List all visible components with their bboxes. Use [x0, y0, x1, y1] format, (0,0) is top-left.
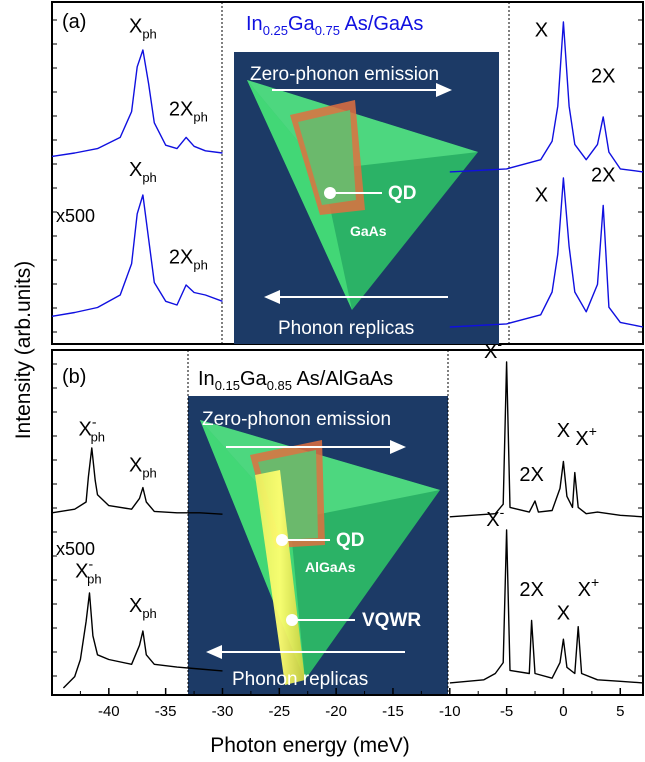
panel-b-peak-label: X-ph [75, 556, 101, 587]
panel-b-peak-label: X+ [578, 574, 600, 601]
x-tick-label: 0 [559, 703, 567, 720]
panel-a-scale-label: x500 [56, 206, 95, 226]
panel-b-series-right-upper [449, 361, 644, 518]
panel-a-matrix-label: GaAs [350, 223, 387, 239]
x-tick-label: -5 [500, 703, 513, 720]
x-tick-label: -25 [268, 703, 290, 720]
panel-a-series-left-lower [51, 194, 223, 317]
panel-b-qd-label: QD [336, 530, 365, 551]
y-axis-label: Intensity (arb.units) [12, 261, 35, 440]
panel-a-label: (a) [62, 11, 86, 33]
panel-b-peak-label: X- [486, 504, 504, 531]
panel-b-peak-label: 2X [519, 579, 543, 601]
panel-b-peak-label: X-ph [79, 413, 105, 444]
panel-b-zero-phonon-label: Zero-phonon emission [202, 409, 391, 430]
panel-a-pyramid-illustration [247, 80, 478, 310]
panel-b-peak-label: Xph [129, 454, 157, 480]
panel-a-peak-label: X [535, 19, 548, 41]
panel-b-matrix-label: AlGaAs [305, 559, 356, 575]
panel-b-peak-label: X- [484, 336, 502, 363]
x-axis: -40 -35 -30 -25 -20 -15 -10 -5 0 5 [79, 688, 624, 720]
x-tick-label: -35 [155, 703, 177, 720]
panel-a-peak-label: X [535, 184, 548, 206]
x-tick-label: -20 [325, 703, 347, 720]
panel-b-vqwr-wire [255, 470, 305, 685]
panel-a-material-title: In0.25Ga0.75 As/GaAs [246, 13, 423, 38]
panel-a-arrow-left [264, 290, 448, 304]
panel-a-peak-label: 2Xph [169, 98, 208, 124]
x-tick-label: -30 [212, 703, 234, 720]
x-tick-label: -10 [439, 703, 461, 720]
panel-a-peak-label: 2Xph [169, 247, 208, 273]
x-tick-label: -40 [98, 703, 120, 720]
panel-b-peak-label: X+ [575, 423, 597, 450]
y-axis-ticks [52, 19, 643, 677]
panel-b-material-title: In0.15Ga0.85 As/AlGaAs [198, 368, 393, 393]
panel-b-frame [51, 349, 644, 696]
panel-a-phonon-replicas-label: Phonon replicas [278, 318, 414, 339]
panel-b-series-right-lower [449, 529, 644, 684]
panel-b-peak-label: 2X [519, 464, 543, 486]
x-axis-label: Photon energy (meV) [210, 734, 410, 757]
panel-a-series-right-lower [449, 177, 644, 328]
panel-b-peak-label: Xph [129, 595, 157, 621]
panel-a-peak-label: Xph [129, 16, 157, 42]
panel-a-arrow-right [272, 83, 452, 97]
panel-b-arrow-right [226, 440, 406, 454]
panel-b-arrow-left [206, 645, 405, 659]
panel-a-series-left-upper [51, 49, 223, 158]
panel-b-pyramid-illustration [200, 420, 440, 685]
panel-b-series-left-lower [62, 592, 223, 689]
x-tick-label: 5 [616, 703, 624, 720]
panel-b-peak-label: X [557, 603, 570, 625]
panel-b-phonon-replicas-label: Phonon replicas [232, 669, 368, 690]
panel-a-zero-phonon-label: Zero-phonon emission [250, 64, 439, 85]
series-layer [51, 21, 644, 689]
panel-a-peak-label: 2X [591, 165, 615, 187]
panel-a-series-right-upper [449, 21, 644, 173]
panel-a-peak-label: Xph [129, 159, 157, 185]
panel-a-peak-label: 2X [591, 65, 615, 87]
panel-b-series-left-upper [51, 447, 223, 515]
panel-b-vqwr-label: VQWR [362, 610, 421, 631]
panel-a-qd-label: QD [388, 183, 417, 204]
panel-b-scale-label: x500 [56, 539, 95, 559]
x-tick-label: -15 [382, 703, 404, 720]
panel-b-peak-label: X [557, 420, 570, 442]
panel-b-label: (b) [62, 366, 86, 388]
